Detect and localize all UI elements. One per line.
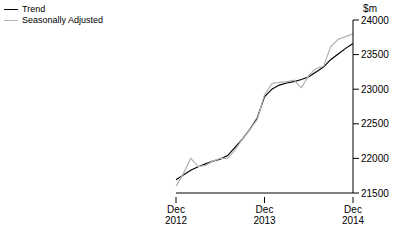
svg-text:2014: 2014 xyxy=(342,215,365,226)
svg-text:Dec: Dec xyxy=(167,204,185,215)
svg-text:Dec: Dec xyxy=(256,204,274,215)
svg-text:23500: 23500 xyxy=(361,49,389,60)
svg-text:Dec: Dec xyxy=(344,204,362,215)
svg-text:22000: 22000 xyxy=(361,153,389,164)
svg-text:22500: 22500 xyxy=(361,118,389,129)
html-text:Seasonally Adjusted: Seasonally Adjusted xyxy=(22,15,104,25)
html-text:Trend: Trend xyxy=(22,4,46,14)
svg-text:23000: 23000 xyxy=(361,84,389,95)
svg-text:2013: 2013 xyxy=(253,215,276,226)
svg-text:24000: 24000 xyxy=(361,15,389,26)
svg-text:21500: 21500 xyxy=(361,188,389,199)
html-text:$m: $m xyxy=(363,3,377,14)
svg-text:2012: 2012 xyxy=(165,215,188,226)
